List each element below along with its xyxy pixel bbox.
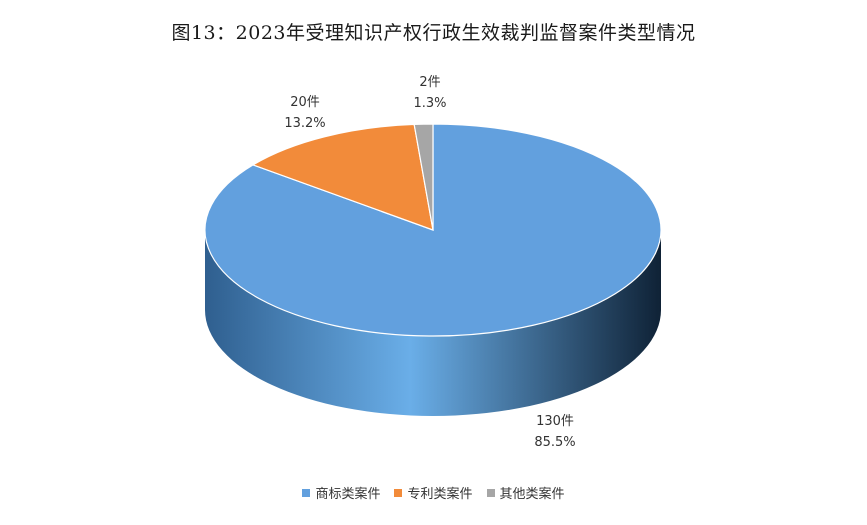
slice-count-label: 20件 (290, 95, 320, 110)
pie-labels: 130件 85.5% 20件 13.2% 2件 1.3% (284, 75, 575, 450)
slice-percent-label: 13.2% (284, 116, 325, 131)
legend-item-2: 专利类案件 (394, 483, 473, 502)
legend-label: 其他类案件 (499, 487, 565, 502)
chart-title: 图13：2023年受理知识产权行政生效裁判监督案件类型情况 (171, 22, 696, 44)
legend-item-3: 其他类案件 (486, 483, 565, 502)
legend-swatch (394, 488, 403, 497)
pie-top (204, 123, 662, 337)
legend-swatch (302, 488, 311, 497)
slice-count-label: 2件 (419, 75, 440, 90)
legend-item-1: 商标类案件 (302, 483, 380, 502)
slice-percent-label: 85.5% (534, 435, 575, 450)
slice-count-label: 130件 (536, 414, 574, 429)
pie-slice-3 (413, 123, 434, 231)
legend: 商标类案件 专利类案件 其他类案件 (0, 483, 867, 502)
pie-side-shading (205, 230, 661, 416)
slice-percent-label: 1.3% (413, 96, 446, 111)
pie-slice-2 (251, 123, 434, 231)
legend-label: 专利类案件 (407, 487, 473, 502)
legend-swatch (486, 488, 495, 497)
legend-label: 商标类案件 (315, 487, 381, 502)
pie-side-wall (205, 230, 661, 416)
